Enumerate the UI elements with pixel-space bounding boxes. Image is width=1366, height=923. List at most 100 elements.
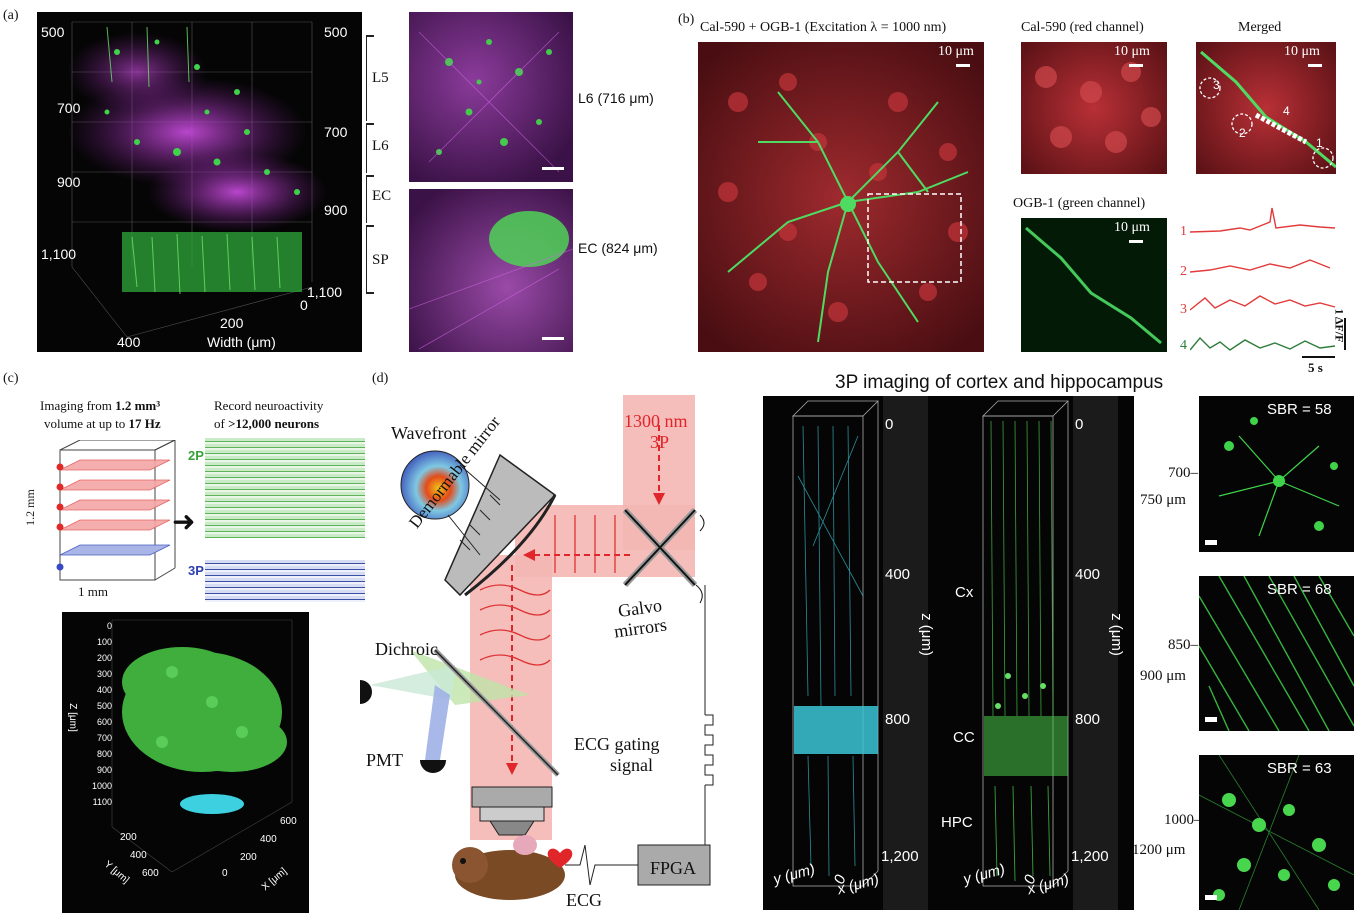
bracket-sp-bottom [366, 292, 374, 294]
z-ticks: 0 100 200 300 400 500 600 700 800 900 10… [92, 618, 112, 810]
roi-1-label: 1 [1316, 136, 1323, 150]
merged-title: Merged [1238, 20, 1282, 35]
inset-ec-label: EC (824 μm) [578, 240, 658, 256]
depth-1-line2: 750 μm [1140, 492, 1186, 508]
left-tick-900: 900 [57, 174, 81, 190]
inset-ec-image [409, 189, 573, 352]
panel-c-3d-render: 0 100 200 300 400 500 600 700 800 900 10… [62, 612, 309, 913]
dichroic-label: Dichroic [375, 639, 438, 659]
imaging-bold-2: 17 Hz [128, 416, 161, 431]
width-tick-400: 400 [117, 334, 141, 350]
scalebar-68 [1205, 717, 1217, 722]
sbr-68: SBR = 68 [1267, 581, 1332, 598]
layer-ec: EC [372, 188, 392, 204]
sbr-63: SBR = 63 [1267, 760, 1332, 777]
roi-4-label: 4 [1283, 104, 1290, 118]
region-cc: CC [953, 729, 975, 746]
bracket-l5-top [366, 35, 374, 37]
left-tick-700: 700 [57, 100, 81, 116]
green-channel-title: OGB-1 (green channel) [1013, 196, 1146, 211]
scalebar-63 [1205, 895, 1217, 900]
panel-d-label: (d) [372, 371, 389, 386]
traces-2p [205, 438, 365, 538]
y-tick-600: 600 [142, 868, 159, 879]
label-2p: 2P [188, 448, 204, 463]
z-tick-800-left: 800 [885, 711, 911, 728]
main-scalebar [956, 64, 970, 67]
x-tick-200: 200 [240, 852, 257, 863]
width-tick-0: 0 [300, 297, 308, 313]
panel-a-3d-volume: 500 700 900 1,100 Depth (μm) 500 700 900… [20, 12, 362, 352]
wavefront-label: Wavefront [391, 423, 467, 443]
red-scalebar [1129, 64, 1143, 67]
dff-scale-label: 1 ΔF/F [1332, 308, 1347, 343]
imaging-caption-line2: volume at up to 17 Hz [44, 416, 161, 432]
micrograph-sbr-63: SBR = 63 [1199, 755, 1354, 910]
green-scale-label: 10 μm [1114, 220, 1150, 235]
z-tick-100: 100 [96, 637, 112, 647]
record-caption-line1: Record neuroactivity [214, 398, 324, 413]
width-axis-label: Width (μm) [207, 334, 276, 350]
z-axis-left: z (μm) [917, 613, 935, 656]
merged-image: 10 μm 1 2 3 4 [1196, 42, 1336, 174]
fpga-label: FPGA [650, 858, 697, 878]
layer-l6: L6 [372, 138, 389, 154]
red-scale-label: 10 μm [1114, 44, 1150, 59]
panel-3p-volumes: 0 400 800 1,200 z (μm) 0 400 800 1,200 z… [763, 396, 1134, 910]
z-axis-label: Z [μm] [66, 703, 78, 732]
micrograph-sbr-58: SBR = 58 [1199, 396, 1354, 552]
panel-c-label: (c) [3, 371, 19, 386]
trace-1-label: 1 [1180, 224, 1187, 239]
main-scale-label: 10 μm [938, 44, 974, 59]
x-tick-400: 400 [260, 834, 277, 845]
trace-3-label: 3 [1180, 302, 1187, 317]
z-tick-300: 300 [96, 669, 112, 679]
bracket-l5 [366, 35, 367, 121]
roi-2-label: 2 [1239, 126, 1246, 140]
z-tick-1200-left: 1,200 [881, 848, 919, 865]
z-tick-1000: 1000 [92, 781, 113, 791]
inset-ec-scalebar [542, 337, 564, 340]
laser-wavelength: 1300 nm [624, 411, 688, 431]
region-cx: Cx [955, 584, 974, 601]
region-hpc: HPC [941, 814, 973, 831]
scalebar-58 [1205, 540, 1217, 545]
left-tick-500: 500 [41, 24, 65, 40]
sbr-58: SBR = 58 [1267, 401, 1332, 418]
ecg-label: ECG [566, 890, 602, 910]
panel-b-main-image: 10 μm [698, 42, 984, 352]
bracket-sp [366, 225, 367, 293]
arrow-right-icon: ➜ [172, 507, 196, 538]
traces-3p [205, 560, 365, 602]
z-tick-700: 700 [96, 733, 112, 743]
bracket-l6-top [366, 123, 374, 125]
z-tick-0-right: 0 [1075, 416, 1084, 433]
right-tick-1100: 1,100 [307, 284, 343, 300]
right-tick-700: 700 [324, 124, 348, 140]
z-tick-500: 500 [96, 701, 112, 711]
trace-2-label: 2 [1180, 264, 1187, 279]
depth-2-line1: 850– [1168, 637, 1198, 653]
panel-b-label: (b) [678, 12, 695, 27]
y-tick-200: 200 [120, 832, 137, 843]
imaging-text-2: volume at up to [44, 416, 129, 431]
origin-0: 0 [222, 868, 228, 879]
z-tick-400-left: 400 [885, 566, 911, 583]
panel-3p-title: 3P imaging of cortex and hippocampus [835, 372, 1164, 393]
x-tick-600: 600 [280, 816, 297, 827]
left-tick-1100: 1,100 [41, 246, 77, 262]
ecg-gating-label: ECG gating [574, 734, 660, 754]
trace-4-label: 4 [1180, 338, 1187, 353]
record-caption-line2: of >12,000 neurons [214, 416, 319, 432]
green-channel-image: 10 μm [1021, 218, 1167, 352]
z-tick-800-right: 800 [1075, 711, 1101, 728]
record-text-2: of [214, 416, 229, 431]
y-tick-400: 400 [130, 850, 147, 861]
depth-axis-label: Depth (μm) [20, 114, 37, 186]
imaging-caption-line1: Imaging from 1.2 mm³ [40, 398, 160, 414]
laser-mode: 3P [650, 432, 670, 452]
z-tick-0: 0 [106, 621, 112, 631]
panel-a-label: (a) [3, 8, 19, 23]
red-channel-image: 10 μm [1021, 42, 1167, 174]
green-scalebar [1129, 240, 1143, 243]
